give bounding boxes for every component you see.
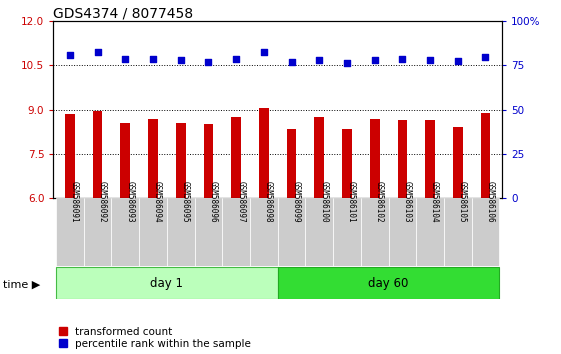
Point	[315, 57, 324, 63]
Text: GSM586095: GSM586095	[181, 181, 190, 222]
Text: GSM586096: GSM586096	[209, 181, 218, 222]
Bar	[222, 198, 250, 266]
Bar	[425, 120, 435, 198]
Text: GDS4374 / 8077458: GDS4374 / 8077458	[53, 6, 194, 20]
Bar	[305, 198, 333, 266]
Point	[93, 50, 102, 55]
Text: GSM586098: GSM586098	[264, 181, 273, 222]
Bar	[370, 119, 379, 198]
Text: time ▶: time ▶	[3, 280, 40, 290]
Point	[149, 56, 158, 62]
Point	[370, 57, 379, 62]
Point	[453, 58, 462, 64]
Bar	[287, 129, 296, 198]
Text: GSM586100: GSM586100	[319, 181, 328, 222]
Text: GSM586099: GSM586099	[292, 181, 301, 222]
Bar	[333, 198, 361, 266]
Point	[204, 59, 213, 65]
Bar	[231, 117, 241, 198]
Bar	[112, 198, 139, 266]
Text: GSM586106: GSM586106	[485, 181, 494, 222]
Text: GSM586091: GSM586091	[70, 181, 79, 222]
Bar	[259, 108, 269, 198]
Text: GSM586101: GSM586101	[347, 181, 356, 222]
Bar	[416, 198, 444, 266]
Bar	[121, 123, 130, 198]
Point	[66, 52, 75, 58]
Bar	[250, 198, 278, 266]
Bar	[148, 119, 158, 198]
Bar	[139, 198, 167, 266]
Point	[121, 56, 130, 62]
Text: day 60: day 60	[369, 277, 409, 290]
Bar	[176, 123, 186, 198]
Bar	[84, 198, 112, 266]
Bar	[195, 198, 222, 266]
Bar	[278, 267, 499, 299]
Text: GSM586102: GSM586102	[375, 181, 384, 222]
Point	[481, 54, 490, 59]
Point	[398, 56, 407, 62]
Bar	[204, 125, 213, 198]
Point	[232, 56, 241, 62]
Bar	[56, 198, 84, 266]
Text: GSM586104: GSM586104	[430, 181, 439, 222]
Point	[426, 57, 435, 62]
Bar	[444, 198, 472, 266]
Text: day 1: day 1	[150, 277, 183, 290]
Point	[287, 59, 296, 65]
Bar	[56, 267, 278, 299]
Text: GSM586093: GSM586093	[125, 181, 134, 222]
Bar	[93, 111, 103, 198]
Bar	[472, 198, 499, 266]
Text: GSM586105: GSM586105	[458, 181, 467, 222]
Bar	[389, 198, 416, 266]
Text: GSM586103: GSM586103	[402, 181, 411, 222]
Bar	[65, 114, 75, 198]
Bar	[278, 198, 305, 266]
Point	[176, 57, 185, 63]
Bar	[314, 117, 324, 198]
Bar	[342, 129, 352, 198]
Bar	[361, 198, 389, 266]
Legend: transformed count, percentile rank within the sample: transformed count, percentile rank withi…	[58, 327, 251, 349]
Bar	[453, 127, 463, 198]
Bar	[167, 198, 195, 266]
Point	[342, 60, 351, 65]
Text: GSM586092: GSM586092	[98, 181, 107, 222]
Bar	[481, 113, 490, 198]
Point	[259, 50, 268, 55]
Bar	[398, 120, 407, 198]
Text: GSM586097: GSM586097	[236, 181, 245, 222]
Text: GSM586094: GSM586094	[153, 181, 162, 222]
